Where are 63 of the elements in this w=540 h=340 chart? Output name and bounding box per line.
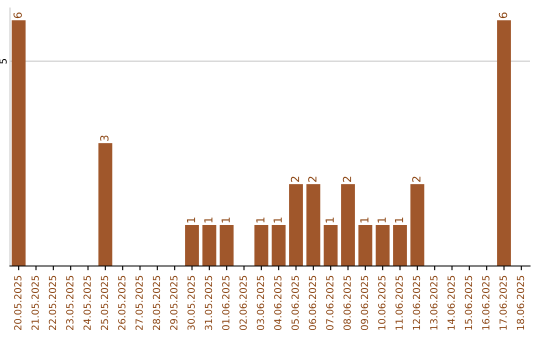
bar bbox=[306, 184, 320, 266]
x-tick-label: 11.06.2025 bbox=[395, 276, 403, 330]
data-label: 1 bbox=[326, 218, 334, 222]
data-label: 1 bbox=[274, 218, 282, 222]
x-tick-label: 04.06.2025 bbox=[274, 276, 282, 330]
x-tick-label: 21.05.2025 bbox=[31, 276, 39, 330]
x-tick-label: 31.05.2025 bbox=[204, 276, 212, 330]
x-tick-label: 22.05.2025 bbox=[48, 276, 56, 330]
x-tick-label: 07.06.2025 bbox=[326, 276, 334, 330]
x-tick-label: 16.06.2025 bbox=[482, 276, 490, 330]
x-tick-label: 20.05.2025 bbox=[14, 276, 22, 330]
y-tick-label: 5 bbox=[0, 58, 7, 64]
bar bbox=[254, 225, 268, 266]
data-label: 1 bbox=[256, 218, 264, 222]
x-tick-label: 13.06.2025 bbox=[430, 276, 438, 330]
bar bbox=[289, 184, 303, 266]
data-label: 2 bbox=[342, 176, 352, 182]
x-tick-label: 24.05.2025 bbox=[83, 276, 91, 330]
data-label: 1 bbox=[360, 218, 368, 222]
x-tick-label: 29.05.2025 bbox=[170, 276, 178, 330]
data-label: 1 bbox=[222, 218, 230, 222]
bar bbox=[12, 20, 26, 266]
data-label: 6 bbox=[498, 12, 508, 18]
data-label: 2 bbox=[308, 176, 316, 182]
x-tick-label: 02.06.2025 bbox=[239, 276, 247, 330]
x-tick-label: 27.05.2025 bbox=[135, 276, 143, 330]
bar bbox=[185, 225, 199, 266]
x-tick-label: 10.06.2025 bbox=[378, 276, 386, 330]
bar bbox=[410, 184, 424, 266]
bar bbox=[98, 143, 112, 266]
bar bbox=[358, 225, 372, 266]
x-tick-label: 30.05.2025 bbox=[187, 276, 195, 330]
x-tick-label: 09.06.2025 bbox=[360, 276, 368, 330]
x-tick-label: 23.05.2025 bbox=[66, 276, 74, 330]
x-tick-label: 12.06.2025 bbox=[412, 276, 420, 330]
data-label: 2 bbox=[290, 176, 300, 182]
data-label: 3 bbox=[100, 136, 109, 141]
x-tick-label: 28.05.2025 bbox=[152, 276, 160, 330]
x-tick-label: 01.06.2025 bbox=[222, 276, 230, 330]
bar bbox=[341, 184, 355, 266]
bar bbox=[497, 20, 511, 266]
bar bbox=[202, 225, 216, 266]
data-label: 2 bbox=[412, 176, 420, 182]
x-tick-label: 05.06.2025 bbox=[291, 276, 299, 330]
x-tick-label: 03.06.2025 bbox=[256, 276, 264, 330]
x-tick-label: 15.06.2025 bbox=[464, 276, 472, 330]
x-tick-label: 17.06.2025 bbox=[499, 276, 507, 330]
x-tick-label: 14.06.2025 bbox=[447, 276, 455, 330]
bar bbox=[272, 225, 286, 266]
data-label: 1 bbox=[186, 218, 196, 222]
bar bbox=[393, 225, 407, 266]
bar bbox=[376, 225, 390, 266]
data-label: 1 bbox=[204, 218, 212, 222]
x-tick-label: 08.06.2025 bbox=[343, 276, 351, 330]
x-tick-label: 06.06.2025 bbox=[308, 276, 316, 330]
data-label: 6 bbox=[13, 12, 22, 18]
x-tick-label: 26.05.2025 bbox=[118, 276, 126, 330]
bar bbox=[324, 225, 338, 266]
x-tick-label: 25.05.2025 bbox=[100, 276, 108, 330]
bar bbox=[220, 225, 234, 266]
data-label: 1 bbox=[394, 218, 404, 222]
data-label: 1 bbox=[378, 218, 386, 222]
x-tick-label: 18.06.2025 bbox=[516, 276, 524, 330]
